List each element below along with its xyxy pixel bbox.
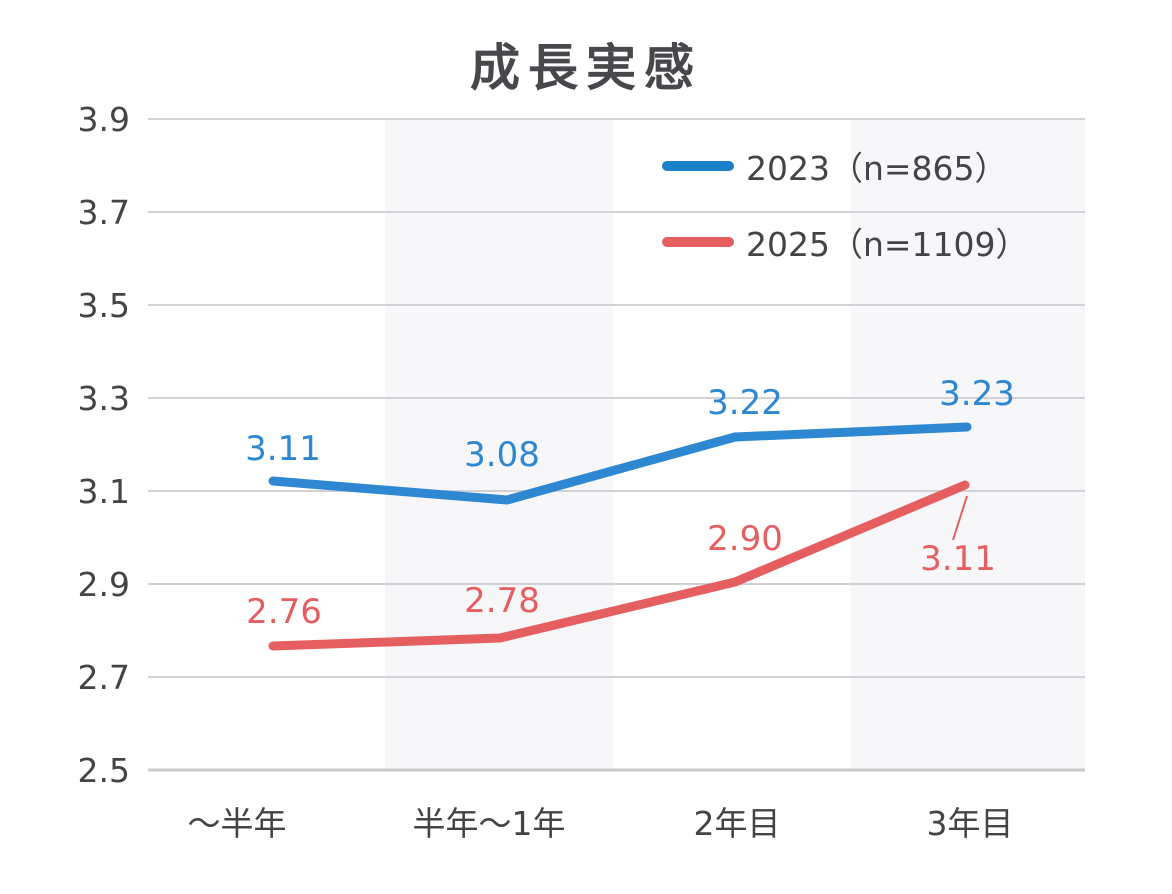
legend-label-2025: 2025（n=1109） bbox=[746, 225, 1029, 264]
series-2023-line bbox=[268, 422, 972, 505]
y-tick: 3.1 bbox=[78, 472, 130, 511]
data-label: 3.11 bbox=[920, 539, 996, 579]
x-tick: ～半年 bbox=[188, 804, 287, 843]
series-2025-labels: 2.76 2.78 2.90 3.11 bbox=[246, 519, 996, 632]
data-label: 3.11 bbox=[245, 429, 321, 469]
data-label: 2.90 bbox=[707, 519, 783, 559]
x-tick: 2年目 bbox=[694, 804, 781, 843]
series-2025-line bbox=[268, 480, 970, 651]
gridlines bbox=[148, 118, 1085, 772]
y-axis: 3.9 3.7 3.5 3.3 3.1 2.9 2.7 2.5 bbox=[78, 100, 130, 790]
y-tick: 3.3 bbox=[78, 379, 130, 418]
label-leader-line bbox=[952, 495, 968, 541]
shaded-band-col2 bbox=[385, 119, 613, 770]
chart-title: 成長実感 bbox=[470, 39, 702, 97]
data-label: 2.76 bbox=[246, 592, 322, 632]
x-axis: ～半年 半年～1年 2年目 3年目 bbox=[188, 804, 1014, 843]
y-tick: 2.9 bbox=[78, 565, 130, 604]
data-label: 2.78 bbox=[464, 581, 540, 621]
legend: 2023（n=865） 2025（n=1109） bbox=[662, 149, 1029, 264]
data-label: 3.23 bbox=[939, 374, 1015, 414]
shaded-band-col4 bbox=[851, 119, 1085, 770]
y-tick: 3.5 bbox=[78, 286, 130, 325]
legend-label-2023: 2023（n=865） bbox=[746, 149, 1008, 188]
y-tick: 3.7 bbox=[78, 193, 130, 232]
series-2023-labels: 3.11 3.08 3.22 3.23 bbox=[245, 374, 1015, 475]
x-tick: 3年目 bbox=[927, 804, 1014, 843]
data-label: 3.22 bbox=[707, 383, 783, 423]
x-tick: 半年～1年 bbox=[413, 804, 566, 843]
y-tick: 2.5 bbox=[78, 751, 130, 790]
data-label: 3.08 bbox=[464, 435, 540, 475]
y-tick: 2.7 bbox=[78, 658, 130, 697]
y-tick: 3.9 bbox=[78, 100, 130, 139]
